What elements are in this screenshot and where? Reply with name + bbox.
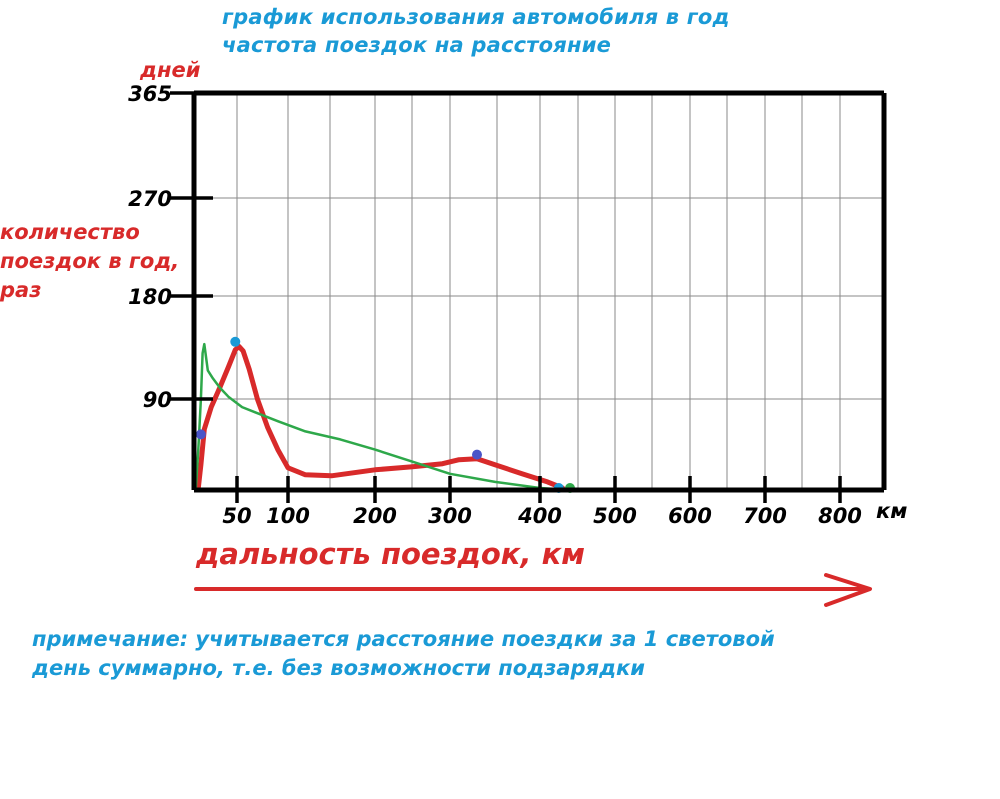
footnote: примечание: учитывается расстояние поезд… — [32, 627, 775, 680]
y-tick-label-90: 90 — [143, 388, 172, 412]
y-axis-label: количество поездок в год, раз — [0, 220, 180, 302]
chart-title-line-1: график использования автомобиля в год — [222, 5, 730, 29]
chart-grid — [194, 93, 884, 490]
y-tick-label-365: 365 — [128, 82, 172, 106]
y-tick-label-180: 180 — [128, 285, 172, 309]
x-tick-label-50: 50 — [222, 504, 251, 528]
chart-series — [194, 336, 575, 493]
y-axis-unit-label: дней — [140, 58, 201, 82]
series-line-0 — [195, 343, 565, 491]
x-axis-label: дальность поездок, км — [196, 537, 585, 571]
x-tick-label-800: 800 — [818, 504, 862, 528]
data-point-marker-2 — [472, 449, 482, 460]
x-tick-label-400: 400 — [517, 504, 562, 528]
chart-frame — [191, 90, 887, 493]
x-axis-arrow — [194, 573, 872, 607]
x-tick-label-100: 100 — [266, 504, 310, 528]
x-tick-label-700: 700 — [743, 504, 787, 528]
data-point-marker-0 — [195, 429, 206, 440]
x-tick-label-500: 500 — [593, 504, 637, 528]
chart-ticks: 90 180 270 365 50 100 200 300 400 500 600 700 800 км — [128, 82, 907, 528]
chart-title-line-2: частота поездок на расстояние — [222, 33, 612, 57]
x-tick-label-200: 200 — [353, 504, 397, 528]
series-line-1 — [194, 342, 572, 492]
x-tick-label-600: 600 — [668, 504, 712, 528]
x-axis-unit-label: км — [876, 499, 907, 523]
y-tick-label-270: 270 — [128, 187, 172, 211]
arrow-head — [824, 573, 872, 607]
x-tick-label-300: 300 — [428, 504, 472, 528]
data-point-marker-1 — [230, 336, 241, 347]
